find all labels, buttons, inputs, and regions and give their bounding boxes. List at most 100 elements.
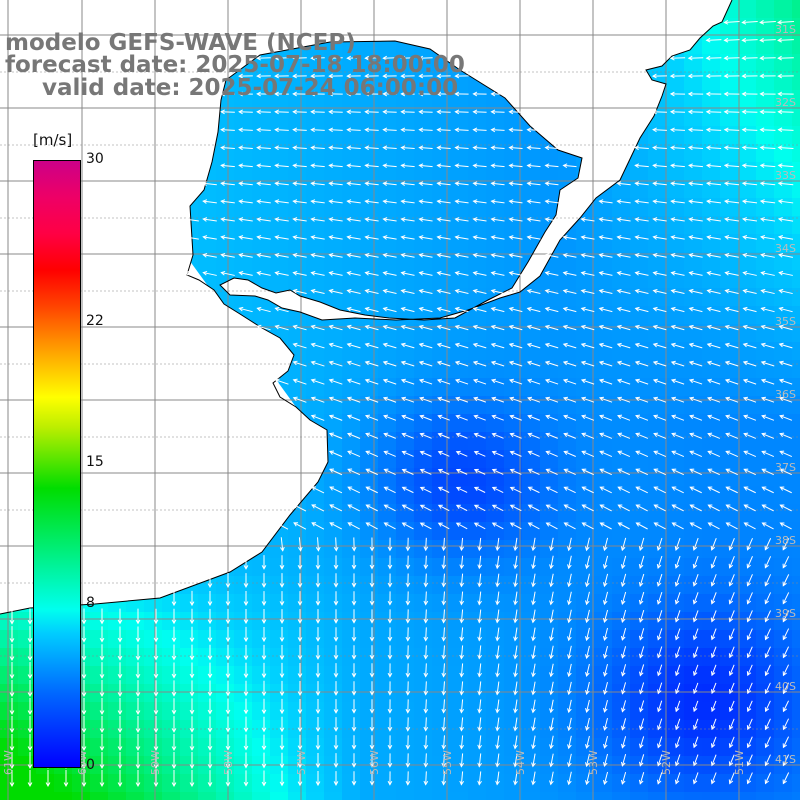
wind-arrow [401, 504, 414, 512]
field-cell [594, 576, 612, 594]
wind-arrow [599, 522, 612, 530]
wind-arrow [531, 537, 536, 552]
wind-arrow [274, 55, 289, 61]
wind-arrow [328, 432, 343, 439]
wind-arrow [346, 378, 361, 385]
field-cell [342, 540, 360, 558]
wind-arrow [761, 450, 775, 457]
field-cell [396, 72, 414, 90]
wind-arrow [782, 610, 790, 623]
field-cell [342, 612, 360, 630]
wind-arrow [707, 414, 721, 421]
field-cell [342, 144, 360, 162]
field-cell [288, 198, 306, 216]
wind-arrow [598, 378, 613, 385]
field-cell [252, 792, 270, 800]
wind-arrow [491, 468, 504, 475]
field-cell [702, 108, 720, 126]
field-cell [738, 144, 756, 162]
wind-arrow [707, 396, 721, 403]
wind-arrow [9, 698, 15, 716]
wind-arrow [459, 609, 465, 624]
wind-arrow [689, 468, 702, 476]
wind-arrow [705, 109, 722, 115]
wind-arrow [261, 591, 267, 606]
field-cell [378, 648, 396, 666]
field-cell [792, 702, 800, 720]
wind-arrow [455, 522, 468, 530]
wind-arrow [585, 753, 590, 768]
wind-arrow [689, 486, 702, 494]
field-cell [558, 252, 576, 270]
field-cell [792, 0, 800, 18]
field-cell [378, 630, 396, 648]
wind-arrow [225, 608, 231, 625]
field-cell [648, 630, 666, 648]
wind-arrow [220, 91, 235, 97]
wind-arrow [580, 324, 595, 331]
wind-arrow [656, 646, 663, 659]
field-cell [324, 594, 342, 612]
wind-arrow [639, 664, 645, 677]
field-cell [468, 90, 486, 108]
field-cell [666, 144, 684, 162]
field-cell [216, 144, 234, 162]
wind-arrow [405, 573, 411, 588]
field-cell [594, 774, 612, 792]
wind-arrow [746, 628, 753, 641]
field-cell [324, 162, 342, 180]
wind-arrow [382, 109, 397, 115]
field-cell [306, 648, 324, 666]
field-cell [0, 630, 18, 648]
field-cell [792, 54, 800, 72]
wind-arrow [189, 662, 195, 679]
wind-arrow [491, 396, 505, 403]
wind-arrow [315, 663, 321, 678]
wind-arrow [778, 342, 793, 349]
field-cell [432, 612, 450, 630]
field-cell [270, 738, 288, 756]
field-cell [774, 54, 792, 72]
field-cell [288, 648, 306, 666]
field-cell [108, 630, 126, 648]
field-cell [594, 234, 612, 252]
wind-arrow [472, 360, 487, 367]
field-cell [378, 198, 396, 216]
wind-arrow [742, 342, 757, 349]
lat-label: 41S [775, 753, 796, 766]
field-cell [522, 684, 540, 702]
wind-arrow [207, 680, 213, 697]
field-cell [792, 738, 800, 756]
field-cell [324, 774, 342, 792]
wind-arrow [598, 360, 613, 367]
wind-arrow [598, 235, 613, 240]
wind-arrow [764, 628, 771, 641]
wind-arrow [490, 271, 505, 276]
field-cell [792, 522, 800, 540]
wind-arrow [759, 217, 776, 222]
wind-arrow [436, 145, 451, 151]
field-cell [162, 594, 180, 612]
field-cell [576, 666, 594, 684]
wind-arrow [135, 770, 141, 788]
field-cell [378, 792, 396, 800]
field-cell [666, 702, 684, 720]
field-cell [504, 666, 522, 684]
field-cell [540, 306, 558, 324]
field-cell [468, 594, 486, 612]
field-cell [378, 216, 396, 234]
wind-arrow [725, 414, 739, 421]
field-cell [144, 630, 162, 648]
field-cell [522, 306, 540, 324]
field-cell [774, 0, 792, 18]
wind-arrow [549, 609, 554, 624]
wind-arrow [545, 468, 558, 476]
field-cell [414, 648, 432, 666]
field-cell [648, 738, 666, 756]
wind-arrow [477, 591, 482, 606]
wind-arrow [724, 235, 739, 240]
field-cell [594, 216, 612, 234]
wind-arrow [99, 680, 105, 698]
field-cell [234, 702, 252, 720]
field-cell [198, 702, 216, 720]
